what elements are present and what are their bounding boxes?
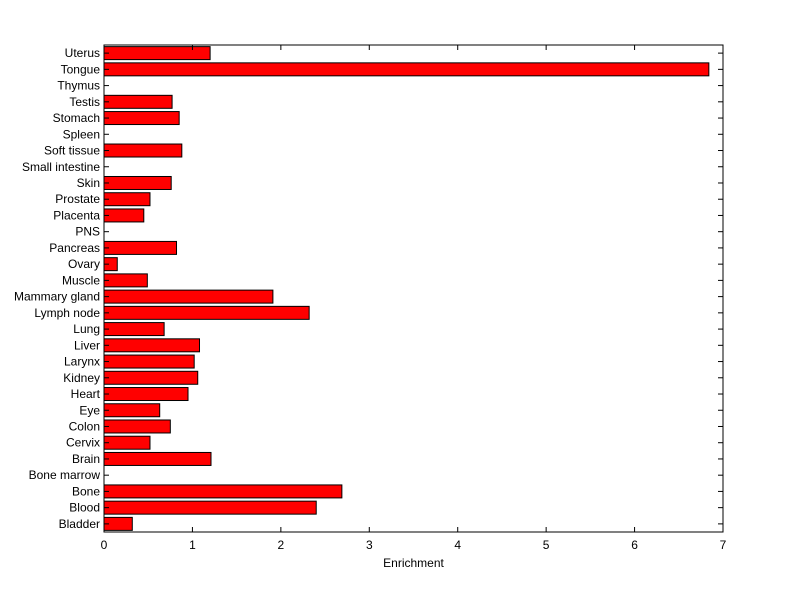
plot-frame bbox=[103, 44, 724, 533]
bar-testis bbox=[103, 94, 173, 109]
y-tick-label: Stomach bbox=[53, 111, 100, 125]
bar-colon bbox=[103, 419, 171, 434]
y-tick-label: Soft tissue bbox=[44, 144, 100, 158]
y-tick-label: Heart bbox=[71, 387, 101, 401]
bar-cervix bbox=[103, 435, 151, 450]
y-tick-label: Prostate bbox=[55, 192, 100, 206]
bar-liver bbox=[103, 338, 201, 353]
bar-muscle bbox=[103, 273, 148, 288]
bar-mammary-gland bbox=[103, 289, 274, 304]
y-ticks-group: Uterus Tongue Thymus Testis Stomach Spleen Sof… bbox=[14, 46, 723, 531]
x-ticks-group: 0 1 2 3 4 5 6 7 bbox=[101, 45, 727, 552]
y-tick-label: Uterus bbox=[65, 46, 100, 60]
y-tick-label: Lung bbox=[73, 322, 100, 336]
y-tick-label: Bladder bbox=[59, 517, 100, 531]
y-tick-label: Testis bbox=[69, 95, 100, 109]
y-tick-label: Small intestine bbox=[22, 160, 100, 174]
y-tick-label: Lymph node bbox=[34, 306, 100, 320]
y-tick-label: Tongue bbox=[61, 62, 101, 76]
y-tick-label: Skin bbox=[77, 176, 100, 190]
x-tick-label: 4 bbox=[454, 538, 461, 552]
y-tick-label: Thymus bbox=[57, 79, 100, 93]
bar-skin bbox=[103, 175, 172, 190]
y-tick-label: Larynx bbox=[64, 355, 100, 369]
bar-brain bbox=[103, 451, 212, 466]
bar-blood bbox=[103, 500, 317, 515]
bar-kidney bbox=[103, 370, 199, 385]
y-tick-label: PNS bbox=[75, 225, 100, 239]
bar-lung bbox=[103, 322, 165, 337]
y-tick-label: Colon bbox=[69, 419, 100, 433]
y-tick-label: Muscle bbox=[62, 273, 100, 287]
plot-background bbox=[104, 45, 723, 532]
y-tick-label: Brain bbox=[72, 452, 100, 466]
y-tick-label: Blood bbox=[69, 501, 100, 515]
x-tick-label: 1 bbox=[189, 538, 196, 552]
bar-uterus bbox=[103, 46, 211, 61]
bar-placenta bbox=[103, 208, 145, 223]
y-tick-label: Pancreas bbox=[49, 241, 100, 255]
x-tick-label: 2 bbox=[278, 538, 285, 552]
x-tick-label: 0 bbox=[101, 538, 108, 552]
bar-larynx bbox=[103, 354, 195, 369]
bar-tongue bbox=[103, 62, 710, 77]
y-tick-label: Bone marrow bbox=[29, 468, 101, 482]
bar-stomach bbox=[103, 111, 180, 126]
bar-bone bbox=[103, 484, 343, 499]
x-tick-label: 3 bbox=[366, 538, 373, 552]
y-tick-label: Bone bbox=[72, 484, 100, 498]
y-tick-label: Spleen bbox=[63, 127, 100, 141]
y-tick-label: Cervix bbox=[66, 436, 100, 450]
bar-eye bbox=[103, 403, 161, 418]
bar-pancreas bbox=[103, 240, 178, 255]
x-axis-label: Enrichment bbox=[383, 556, 444, 570]
y-tick-label: Mammary gland bbox=[14, 290, 100, 304]
x-tick-label: 7 bbox=[720, 538, 727, 552]
y-tick-label: Kidney bbox=[63, 371, 100, 385]
y-tick-label: Placenta bbox=[53, 208, 100, 222]
y-tick-label: Liver bbox=[74, 338, 100, 352]
x-tick-label: 5 bbox=[543, 538, 550, 552]
bar-heart bbox=[103, 387, 189, 402]
y-tick-label: Eye bbox=[79, 403, 100, 417]
bar-prostate bbox=[103, 192, 151, 207]
bar-soft-tissue bbox=[103, 143, 183, 158]
y-tick-label: Ovary bbox=[68, 257, 100, 271]
x-tick-label: 6 bbox=[631, 538, 638, 552]
bar-lymph-node bbox=[103, 305, 310, 320]
